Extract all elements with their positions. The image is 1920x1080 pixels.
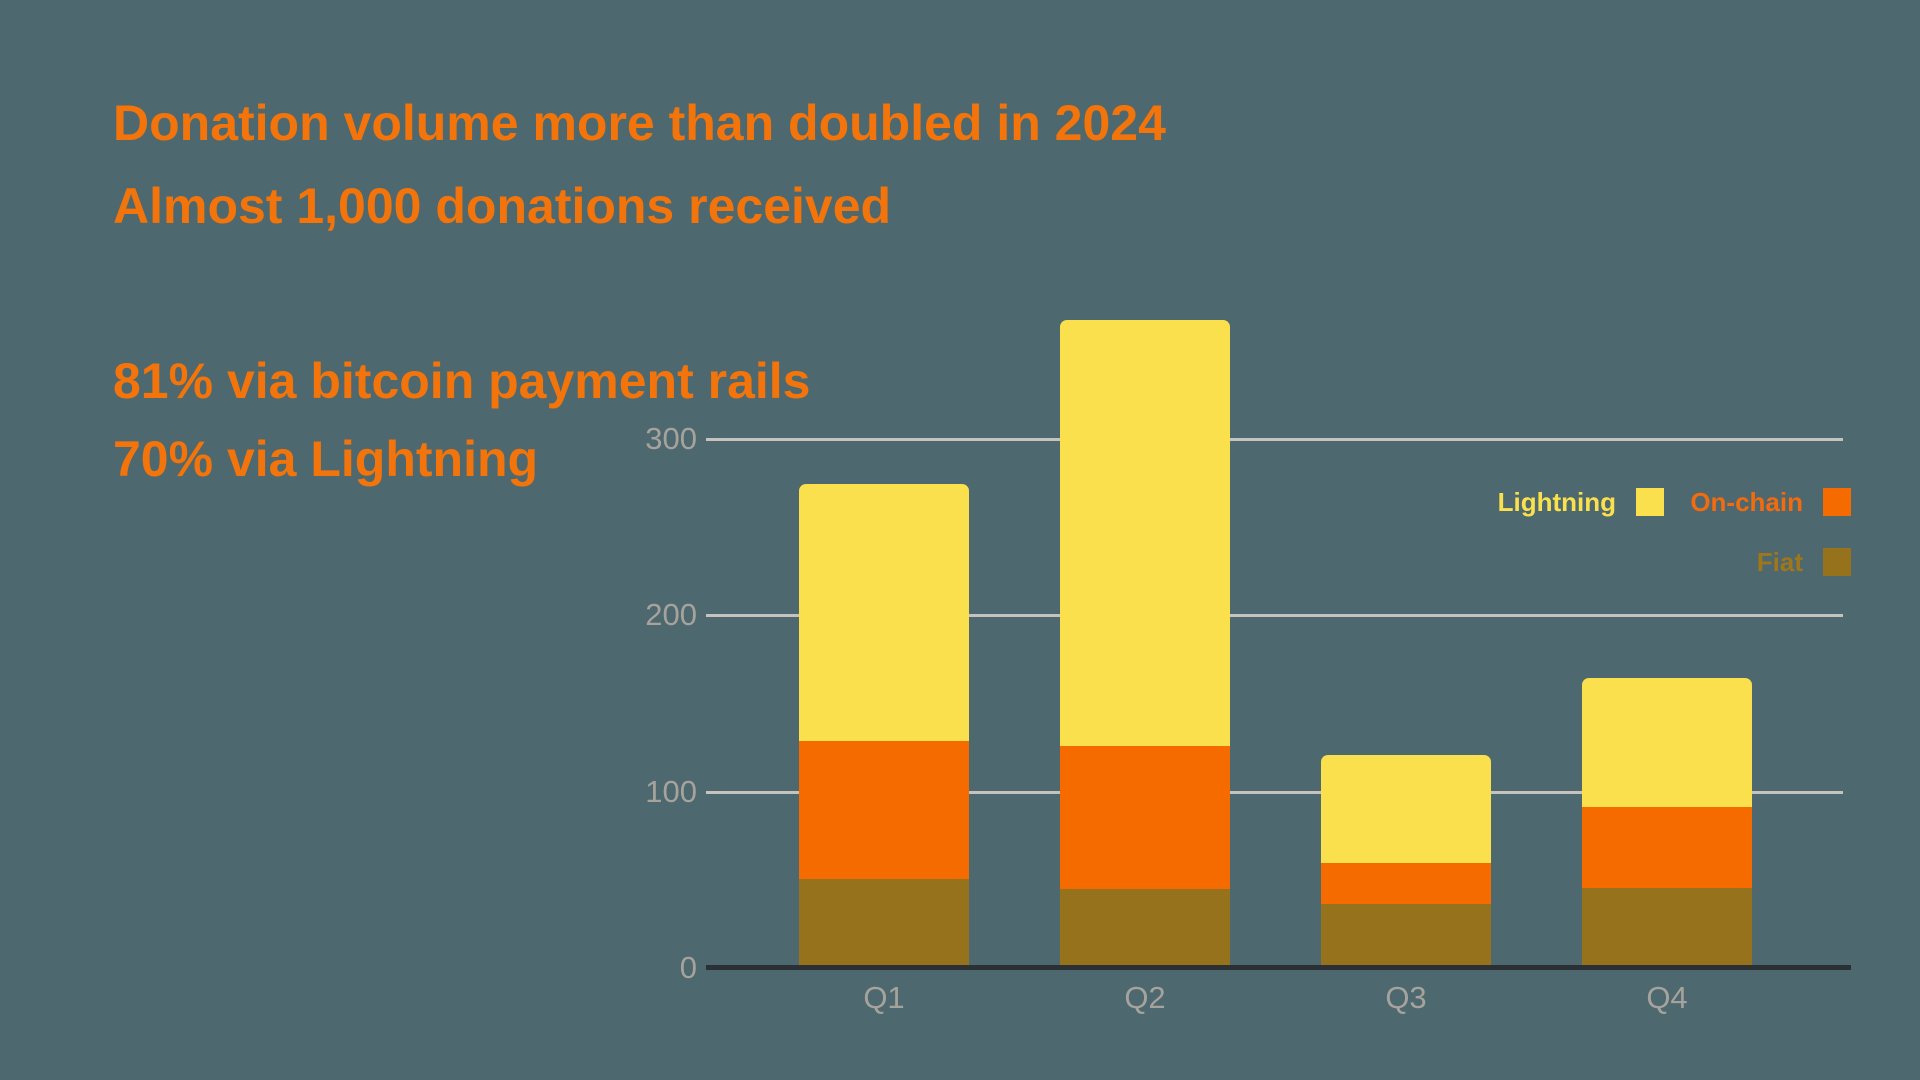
legend-item-fiat: Fiat — [1757, 548, 1851, 576]
stat-line-2: 70% via Lightning — [113, 431, 539, 487]
bar-segment-onchain — [799, 741, 969, 879]
bar-segment-onchain — [1060, 746, 1230, 890]
bar-segment-fiat — [1060, 889, 1230, 967]
bar-segment-fiat — [1582, 888, 1752, 967]
y-tick-label-100: 100 — [645, 774, 697, 809]
legend-swatch — [1823, 488, 1851, 516]
bar-segment-onchain — [1582, 807, 1752, 888]
x-tick-label-q1: Q1 — [863, 980, 905, 1015]
gridline-200 — [706, 614, 1843, 617]
bar-segment-fiat — [1321, 904, 1491, 967]
bar-segment-lightning — [799, 484, 969, 741]
bar-q4 — [1582, 678, 1752, 967]
stat-line-1: 81% via bitcoin payment rails — [113, 353, 811, 409]
x-tick-label-q2: Q2 — [1124, 980, 1166, 1015]
bar-segment-lightning — [1321, 755, 1491, 863]
bar-q3 — [1321, 755, 1491, 967]
legend-label: On-chain — [1690, 487, 1803, 517]
y-tick-label-0: 0 — [679, 950, 697, 985]
bar-q2 — [1060, 320, 1230, 967]
legend-label: Fiat — [1756, 547, 1803, 577]
legend-swatch — [1636, 488, 1664, 516]
bar-segment-lightning — [1582, 678, 1752, 807]
gridline-300 — [706, 438, 1843, 441]
y-tick-label-300: 300 — [645, 421, 697, 456]
gridline-100 — [706, 791, 1843, 794]
legend-item-lightning: Lightning — [1498, 488, 1664, 516]
bar-segment-lightning — [1060, 320, 1230, 747]
x-tick-label-q3: Q3 — [1385, 980, 1427, 1015]
legend-label: Lightning — [1497, 487, 1616, 517]
legend-swatch — [1823, 548, 1851, 576]
x-tick-label-q4: Q4 — [1646, 980, 1688, 1015]
headline-line-1: Donation volume more than doubled in 202… — [113, 95, 1166, 151]
headline-line-2: Almost 1,000 donations received — [113, 178, 892, 234]
legend-item-onchain: On-chain — [1690, 488, 1851, 516]
bar-q1 — [799, 484, 969, 967]
bar-segment-onchain — [1321, 863, 1491, 904]
y-tick-label-200: 200 — [645, 597, 697, 632]
bar-segment-fiat — [799, 879, 969, 967]
x-axis-line — [706, 965, 1851, 970]
